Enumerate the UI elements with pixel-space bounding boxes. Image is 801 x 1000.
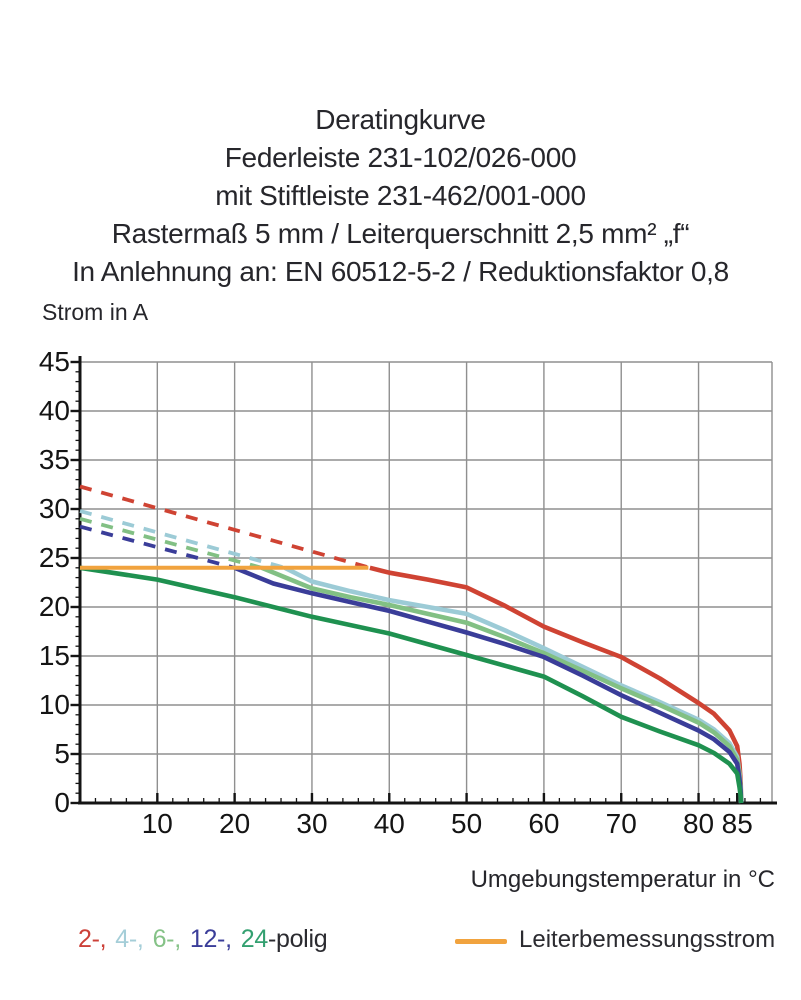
curve-2-polig — [369, 565, 744, 804]
y-axis-title: Strom in A — [42, 299, 149, 325]
legend-poles: 2-, 4-, 6-, 12-, 24-polig — [78, 925, 328, 954]
y-tick-label: 15 — [38, 640, 70, 671]
y-tick-label: 5 — [54, 738, 70, 769]
y-tick-label: 20 — [38, 591, 70, 622]
title-line-2: Federleiste 231-102/026-000 — [224, 142, 577, 173]
title-line-5: In Anlehnung an: EN 60512-5-2 / Reduktio… — [72, 256, 729, 287]
x-tick-label: 70 — [605, 808, 637, 839]
legend-poles-suffix: -polig — [267, 925, 328, 953]
rated-current-line-swatch — [455, 939, 507, 944]
x-tick-label: 50 — [451, 808, 483, 839]
legend-pole-2: 2-, — [78, 925, 107, 953]
curve-2-polig-oberhalb-leiterbemessungsstrom- — [79, 484, 371, 570]
legend-pole-24: 24 — [240, 925, 269, 953]
y-tick-label: 30 — [38, 493, 70, 524]
x-tick-label: 40 — [373, 808, 405, 839]
x-tick-label: 60 — [528, 808, 560, 839]
y-tick-label: 45 — [38, 346, 70, 377]
legend-pole-6: 6-, — [152, 925, 182, 953]
legend-pole-12: 12-, — [189, 925, 232, 953]
rated-current-label: Leiterbemessungsstrom — [519, 926, 776, 953]
y-tick-label: 35 — [38, 444, 70, 475]
x-tick-label: 85 — [721, 808, 753, 839]
title-line-1: Deratingkurve — [315, 104, 486, 135]
y-tick-label: 10 — [38, 689, 70, 720]
curve-24-polig — [79, 565, 744, 804]
axes — [78, 356, 777, 805]
chart-title-block: Deratingkurve Federleiste 231-102/026-00… — [0, 101, 801, 291]
curve-6-polig-oberhalb-leiterbemessungsstrom- — [79, 516, 263, 570]
x-tick-label: 30 — [296, 808, 328, 839]
y-tick-label: 0 — [54, 787, 70, 818]
x-tick-label: 10 — [141, 808, 173, 839]
x-axis-title: Umgebungstemperatur in °C — [470, 866, 775, 893]
title-line-3: mit Stiftleiste 231-462/001-000 — [215, 180, 586, 211]
curve-12-polig-oberhalb-leiterbemessungsstrom- — [79, 524, 236, 570]
x-tick-label: 20 — [219, 808, 251, 839]
legend-pole-4: 4-, — [115, 925, 144, 953]
y-tick-label: 25 — [38, 542, 70, 573]
curve-4-polig-oberhalb-leiterbemessungsstrom- — [79, 509, 286, 570]
title-line-4: Rastermaß 5 mm / Leiterquerschnitt 2,5 m… — [111, 218, 690, 249]
curve-12-polig — [233, 565, 744, 804]
x-tick-label: 80 — [682, 808, 715, 839]
y-tick-label: 40 — [38, 395, 70, 426]
